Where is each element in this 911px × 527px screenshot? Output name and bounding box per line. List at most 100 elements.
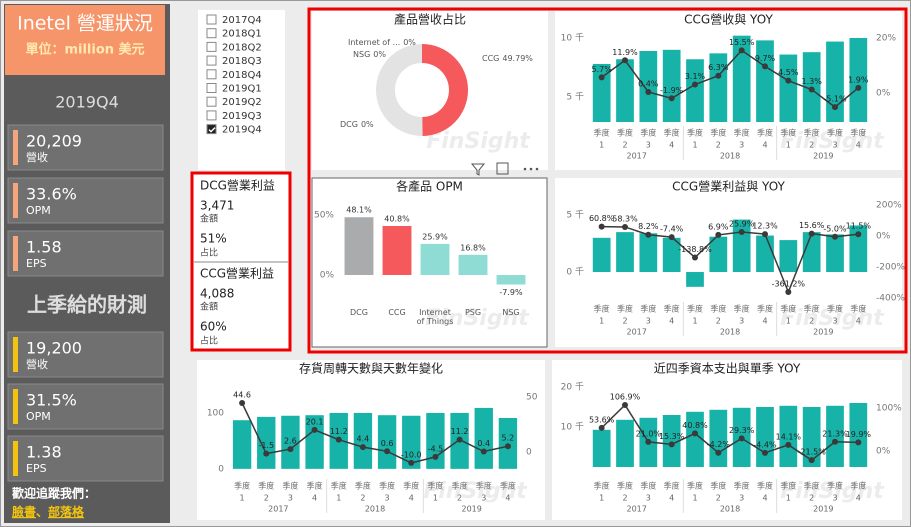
checkbox[interactable] [206, 14, 217, 25]
slicer-item[interactable]: 2018Q1 [222, 29, 262, 40]
checkbox[interactable] [206, 28, 217, 39]
value-label: 5.7% [592, 65, 613, 74]
x-tick-label: 3 [739, 141, 744, 150]
x-tick-label: 3 [481, 494, 486, 503]
value-label: 2.6 [284, 437, 297, 446]
filter-icon[interactable] [470, 163, 486, 176]
more-icon [523, 167, 527, 171]
value-label: -21.5% [798, 448, 827, 457]
x-tick-prefix: 季度 [827, 304, 843, 314]
x-tick-prefix: 季度 [687, 128, 703, 138]
bar [420, 243, 450, 275]
value-label: 11.2 [451, 427, 469, 436]
period: 2019Q4 [55, 93, 119, 112]
slicer-item[interactable]: 2018Q2 [222, 42, 262, 53]
checkbox[interactable] [206, 83, 217, 93]
x-tick-label: 1 [240, 494, 245, 503]
line [601, 225, 859, 294]
kpi-label: OPM [26, 204, 51, 217]
slicer-item[interactable]: 2019Q3 [222, 111, 262, 122]
x-tick-label: 3 [646, 317, 651, 326]
y-tick-label: 5 千 [566, 91, 584, 102]
line-point [855, 439, 862, 446]
x-tick-prefix: 季度 [850, 128, 866, 138]
checkbox[interactable] [206, 55, 217, 66]
sidebar-unit: 單位：million 美元 [25, 42, 144, 58]
value-label: 4.4 [357, 435, 370, 444]
x-tick-label: 3 [646, 141, 651, 150]
value-label: 19.9% [846, 430, 872, 439]
value-label: -1.9% [660, 86, 684, 95]
x-tick-prefix: 季度 [594, 128, 610, 138]
x-tick-label: 2 [622, 317, 627, 326]
donut-slice [422, 44, 469, 136]
value-label: -138.8% [678, 245, 712, 254]
line-point [432, 453, 439, 460]
value-label: 3.1% [685, 72, 706, 81]
link[interactable]: 臉書 [12, 504, 36, 519]
x-tick-label: 3 [385, 494, 390, 503]
x-tick-prefix: 季度 [258, 481, 274, 491]
checkbox[interactable] [206, 96, 217, 107]
kpi-value: 20,209 [26, 132, 82, 151]
chart-panel [312, 11, 548, 170]
link-separator: 、 [36, 505, 48, 519]
slice-label: CCG 49.79% [482, 54, 533, 63]
slicer-item[interactable]: 2019Q1 [222, 84, 262, 95]
bar [592, 63, 611, 122]
x-tick-prefix: 季度 [687, 481, 703, 491]
focus-icon[interactable] [496, 162, 509, 175]
x-tick-label: 1 [433, 494, 438, 503]
value-label: 21.0% [636, 429, 662, 438]
slicer-item[interactable]: 2018Q4 [222, 70, 262, 81]
line-point [287, 446, 294, 453]
slicer-item[interactable]: 2018Q3 [222, 56, 262, 67]
x-tick-prefix: 季度 [710, 128, 726, 138]
checkbox[interactable] [206, 110, 217, 121]
checkbox[interactable] [206, 124, 217, 135]
card-share: 51% [200, 232, 227, 246]
x-tick-label: 3 [646, 494, 651, 503]
x-label-box: NSG [502, 308, 519, 317]
bar [232, 420, 252, 469]
line-point [668, 234, 675, 241]
slicer-item[interactable]: 2019Q4 [222, 125, 262, 136]
x-tick-prefix: 季度 [734, 128, 750, 138]
line-point [598, 223, 605, 230]
line-point [598, 74, 605, 81]
line [601, 403, 859, 462]
x-tick-prefix: 季度 [710, 481, 726, 491]
x-tick-label: 1 [786, 317, 791, 326]
bar [662, 237, 681, 273]
bar [474, 407, 493, 469]
watermark: FinSight [423, 479, 528, 504]
value-label: 25.9% [422, 232, 448, 241]
line-point [738, 435, 745, 442]
slicer-item[interactable]: 2017Q4 [222, 15, 262, 26]
x-group-label: 2017 [626, 505, 646, 514]
x-tick-label: 1 [786, 141, 791, 150]
bar [616, 59, 634, 122]
kpi-accent [13, 130, 18, 165]
kpi-value: 1.38 [26, 443, 62, 462]
x-tick-label: PSG [464, 308, 482, 317]
checkbox[interactable] [206, 41, 217, 52]
x-tick-prefix: 季度 [850, 481, 866, 491]
slice-category: DCG [340, 120, 358, 129]
link[interactable]: 部落格 [48, 504, 85, 519]
slicer-item[interactable]: 2019Q2 [222, 97, 262, 108]
kpi-label: EPS [26, 257, 47, 270]
bar [402, 415, 421, 469]
kpi-accent [13, 236, 18, 271]
x-tick-label: 1 [599, 141, 604, 150]
checkbox[interactable] [206, 69, 217, 80]
line-point [855, 84, 862, 91]
sidebar-title: Inetel 營運狀況 [17, 13, 153, 35]
y-tick-label: 10 千 [561, 422, 584, 433]
line-point [692, 254, 698, 261]
x-tick-label: DCG [350, 308, 368, 317]
x-tick-label: 2 [809, 494, 814, 503]
kpi-label: OPM [26, 410, 51, 423]
line-point [832, 104, 838, 111]
value-label: 11.5% [846, 222, 872, 231]
